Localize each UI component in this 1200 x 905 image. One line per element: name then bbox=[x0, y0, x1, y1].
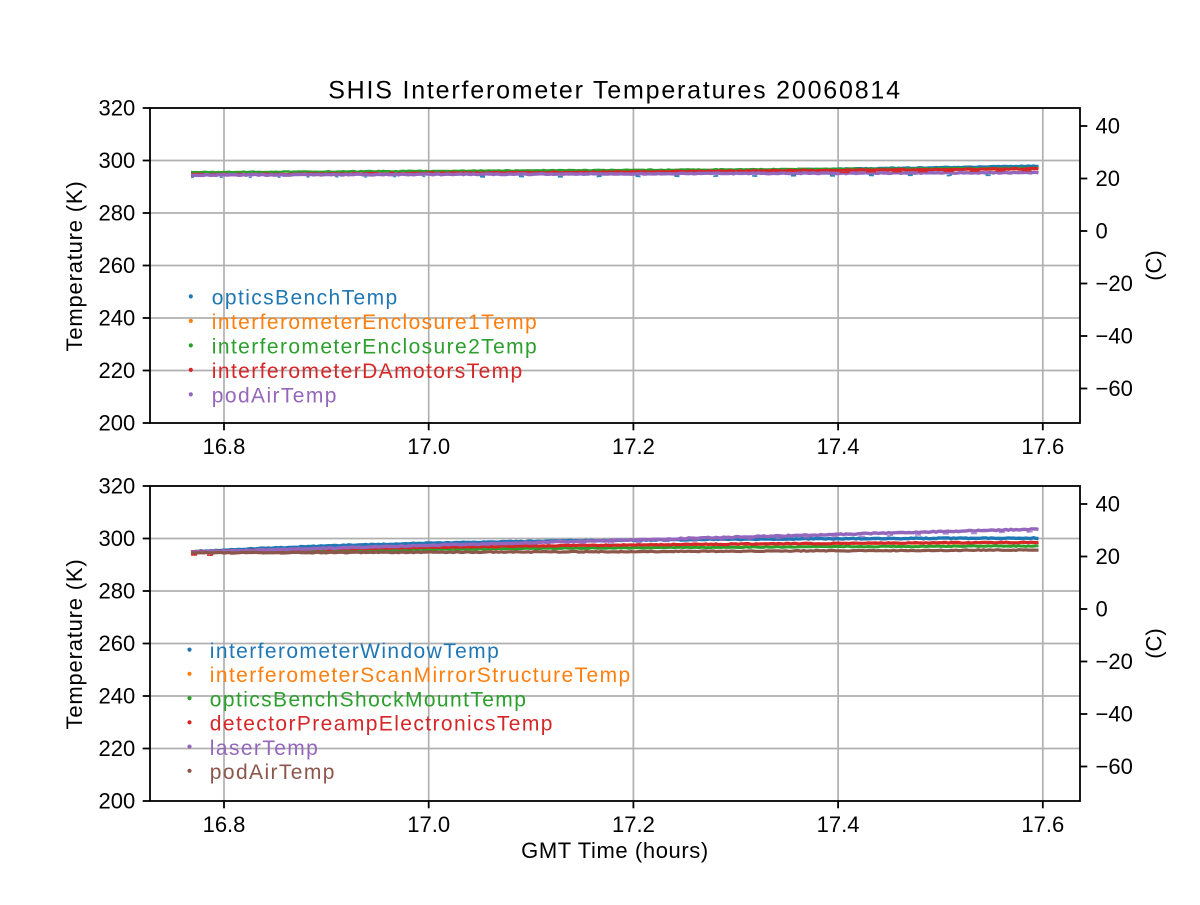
svg-text:17.0: 17.0 bbox=[407, 434, 450, 459]
svg-text:SHIS Interferometer Temperatur: SHIS Interferometer Temperatures 2006081… bbox=[328, 77, 902, 105]
svg-text:260: 260 bbox=[98, 631, 135, 656]
svg-text:interferometerWindowTemp: interferometerWindowTemp bbox=[210, 640, 500, 663]
svg-text:0: 0 bbox=[1096, 219, 1108, 244]
svg-text:17.6: 17.6 bbox=[1021, 812, 1064, 837]
svg-text:−20: −20 bbox=[1096, 649, 1133, 674]
svg-text:GMT Time (hours): GMT Time (hours) bbox=[521, 838, 709, 863]
svg-text:300: 300 bbox=[98, 526, 135, 551]
svg-text:podAirTemp: podAirTemp bbox=[210, 761, 336, 784]
svg-text:opticsBenchTemp: opticsBenchTemp bbox=[212, 287, 399, 310]
svg-text:17.2: 17.2 bbox=[612, 434, 655, 459]
svg-text:−20: −20 bbox=[1096, 271, 1133, 296]
svg-text:280: 280 bbox=[98, 201, 135, 226]
svg-text:16.8: 16.8 bbox=[203, 812, 246, 837]
svg-text:300: 300 bbox=[98, 148, 135, 173]
svg-text:−40: −40 bbox=[1096, 702, 1133, 727]
svg-text:17.6: 17.6 bbox=[1021, 434, 1064, 459]
svg-text:20: 20 bbox=[1096, 166, 1120, 191]
svg-text:260: 260 bbox=[98, 253, 135, 278]
svg-text:17.4: 17.4 bbox=[817, 434, 860, 459]
svg-text:−60: −60 bbox=[1096, 376, 1133, 401]
svg-text:280: 280 bbox=[98, 579, 135, 604]
svg-text:(C): (C) bbox=[1142, 628, 1167, 659]
svg-text:40: 40 bbox=[1096, 492, 1120, 517]
svg-text:(C): (C) bbox=[1142, 250, 1167, 281]
svg-text:laserTemp: laserTemp bbox=[210, 737, 319, 760]
svg-text:−40: −40 bbox=[1096, 324, 1133, 349]
svg-text:220: 220 bbox=[98, 736, 135, 761]
svg-text:Temperature (K): Temperature (K) bbox=[62, 181, 87, 352]
svg-text:opticsBenchShockMountTemp: opticsBenchShockMountTemp bbox=[210, 688, 528, 711]
svg-text:320: 320 bbox=[98, 96, 135, 121]
svg-text:detectorPreampElectronicsTemp: detectorPreampElectronicsTemp bbox=[210, 713, 554, 736]
svg-text:interferometerEnclosure1Temp: interferometerEnclosure1Temp bbox=[212, 311, 538, 334]
svg-text:20: 20 bbox=[1096, 544, 1120, 569]
svg-text:200: 200 bbox=[98, 789, 135, 814]
svg-text:0: 0 bbox=[1096, 597, 1108, 622]
svg-text:220: 220 bbox=[98, 358, 135, 383]
svg-text:podAirTemp: podAirTemp bbox=[212, 385, 338, 408]
svg-text:200: 200 bbox=[98, 411, 135, 436]
svg-text:240: 240 bbox=[98, 306, 135, 331]
svg-text:40: 40 bbox=[1096, 114, 1120, 139]
svg-text:interferometerDAmotorsTemp: interferometerDAmotorsTemp bbox=[212, 360, 524, 383]
svg-text:16.8: 16.8 bbox=[203, 434, 246, 459]
svg-text:17.0: 17.0 bbox=[407, 812, 450, 837]
svg-text:17.2: 17.2 bbox=[612, 812, 655, 837]
svg-text:17.4: 17.4 bbox=[817, 812, 860, 837]
svg-text:interferometerScanMirrorStruct: interferometerScanMirrorStructureTemp bbox=[210, 664, 632, 687]
svg-text:240: 240 bbox=[98, 684, 135, 709]
svg-text:320: 320 bbox=[98, 474, 135, 499]
svg-text:interferometerEnclosure2Temp: interferometerEnclosure2Temp bbox=[212, 336, 538, 359]
svg-text:−60: −60 bbox=[1096, 754, 1133, 779]
svg-text:Temperature (K): Temperature (K) bbox=[62, 559, 87, 730]
